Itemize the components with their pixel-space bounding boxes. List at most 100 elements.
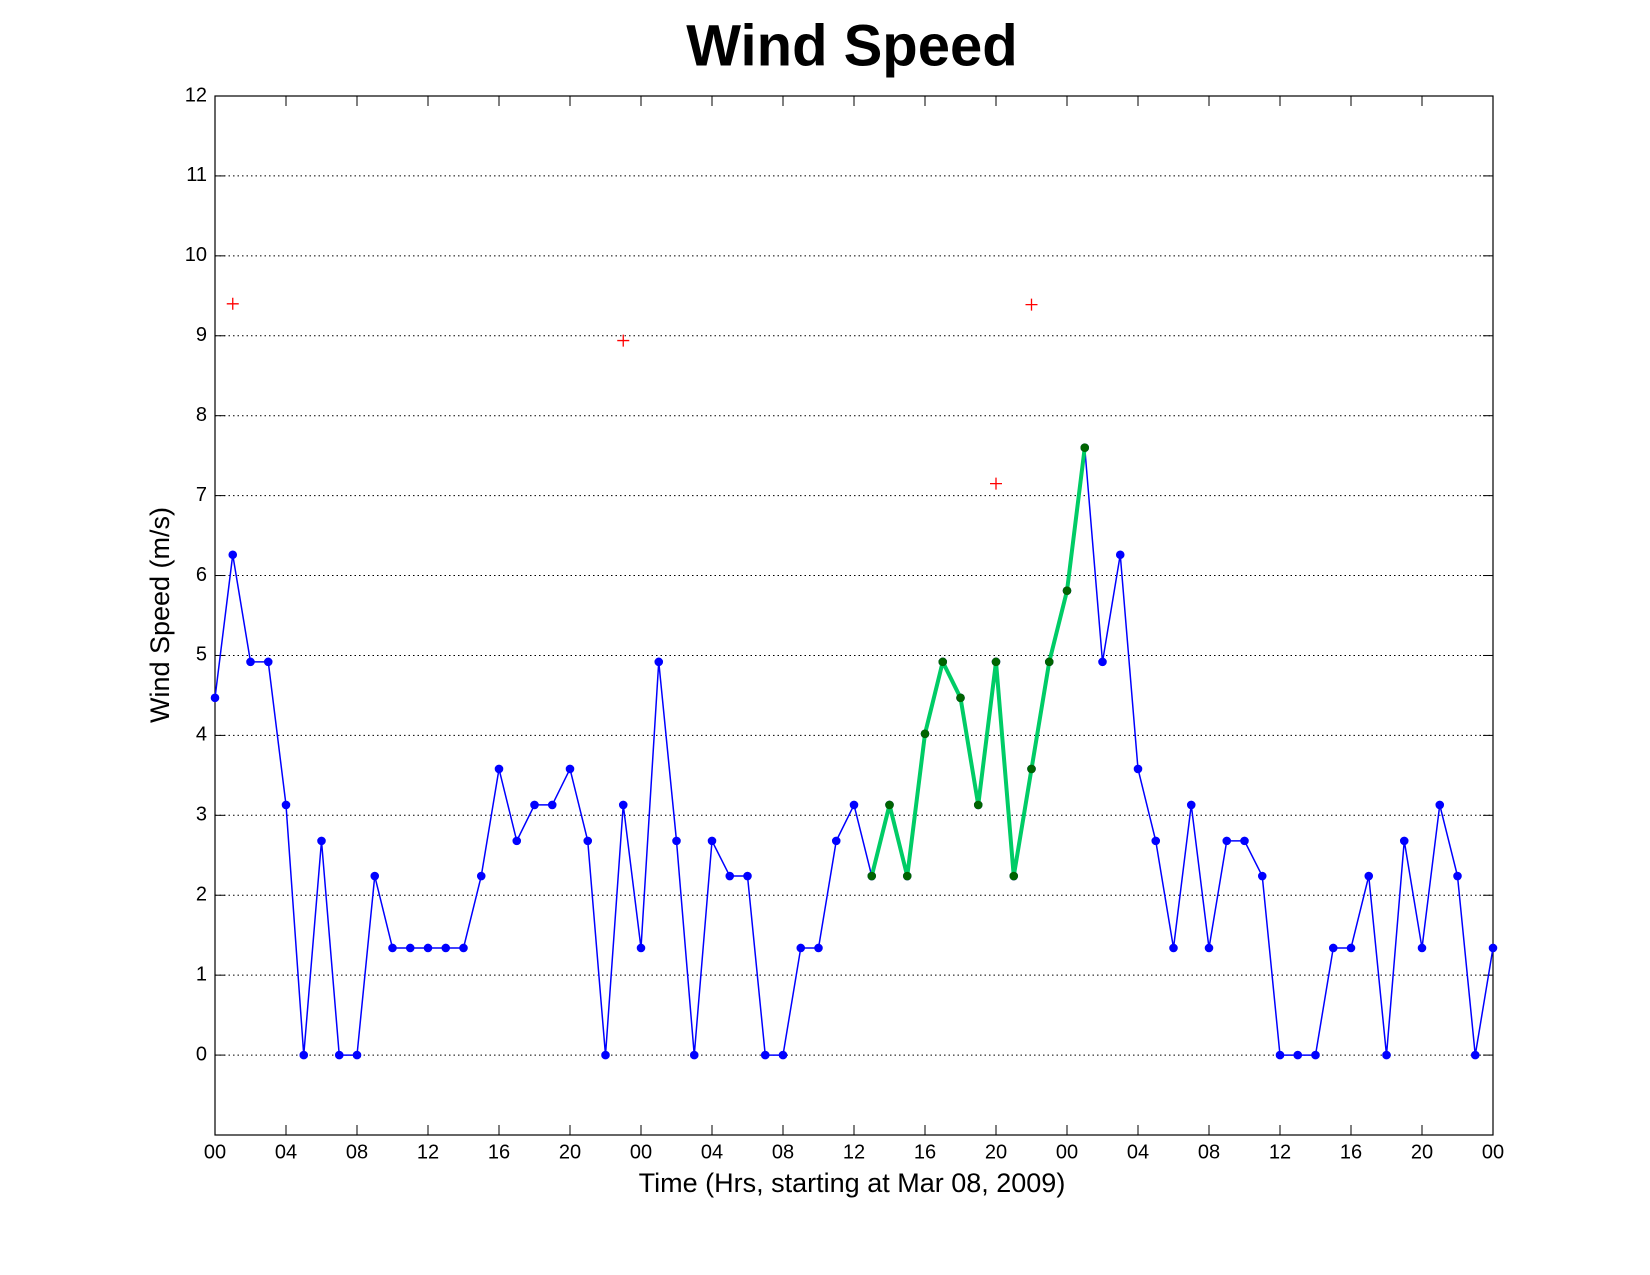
y-tick-label: 0 — [196, 1043, 207, 1065]
x-axis-label: Time (Hrs, starting at Mar 08, 2009) — [639, 1168, 1066, 1198]
point-marker — [743, 871, 752, 881]
point-marker — [405, 943, 415, 953]
point-marker — [1470, 1050, 1480, 1060]
point-marker — [1399, 836, 1409, 846]
y-tick-label: 6 — [196, 564, 207, 586]
point-marker — [956, 693, 965, 703]
point-marker — [1133, 764, 1143, 774]
x-tick-label: 08 — [346, 1141, 368, 1163]
point-marker — [1204, 943, 1214, 953]
point-marker — [1435, 800, 1445, 810]
x-tick-label: 00 — [1482, 1141, 1504, 1163]
x-tick-label: 16 — [1340, 1141, 1362, 1163]
point-marker — [476, 871, 486, 881]
point-marker — [547, 800, 557, 810]
point-marker — [707, 836, 717, 846]
point-marker — [530, 800, 539, 810]
point-marker — [1488, 943, 1498, 953]
y-tick-label: 10 — [185, 244, 207, 266]
point-marker — [1027, 764, 1036, 774]
point-marker — [1080, 443, 1090, 452]
point-marker — [760, 1050, 770, 1060]
point-marker — [831, 836, 841, 846]
point-marker — [1098, 657, 1107, 667]
y-tick-label: 1 — [196, 963, 207, 985]
point-marker — [299, 1050, 309, 1060]
x-tick-label: 16 — [914, 1141, 936, 1163]
point-marker — [1222, 836, 1232, 846]
point-marker — [1453, 871, 1462, 881]
point-marker — [672, 836, 681, 846]
x-tick-label: 04 — [701, 1141, 723, 1163]
point-marker — [1293, 1050, 1303, 1060]
y-tick-label: 3 — [196, 804, 207, 826]
plus-marker — [990, 477, 1002, 490]
point-marker — [1364, 871, 1374, 881]
point-marker — [370, 871, 380, 881]
point-marker — [1275, 1050, 1285, 1060]
x-tick-label: 00 — [204, 1141, 226, 1163]
x-tick-label: 08 — [1198, 1141, 1220, 1163]
point-marker — [210, 693, 220, 703]
point-marker — [423, 943, 433, 953]
y-tick-label: 4 — [196, 724, 207, 746]
x-tick-label: 12 — [1269, 1141, 1291, 1163]
point-marker — [796, 943, 806, 953]
point-marker — [1257, 871, 1267, 881]
y-tick-label: 12 — [185, 84, 207, 106]
x-tick-label: 04 — [275, 1141, 297, 1163]
point-marker — [565, 764, 575, 774]
point-marker — [1382, 1050, 1391, 1060]
point-marker — [281, 800, 291, 810]
x-tick-label: 00 — [1056, 1141, 1078, 1163]
point-marker — [441, 943, 451, 953]
point-marker — [725, 871, 735, 881]
x-tick-label: 20 — [985, 1141, 1007, 1163]
x-tick-label: 12 — [417, 1141, 439, 1163]
point-marker — [814, 943, 823, 953]
point-marker — [334, 1050, 344, 1060]
y-axis-label: Wind Speed (m/s) — [145, 507, 175, 723]
point-marker — [1186, 800, 1196, 810]
point-marker — [1417, 943, 1427, 953]
point-marker — [1044, 657, 1054, 667]
point-marker — [849, 800, 859, 810]
y-tick-label: 11 — [186, 164, 207, 186]
x-tick-label: 16 — [488, 1141, 510, 1163]
x-tick-label: 12 — [843, 1141, 865, 1163]
point-marker — [1062, 586, 1072, 596]
point-marker — [246, 657, 255, 667]
point-marker — [778, 1050, 788, 1060]
chart-title: Wind Speed — [686, 13, 1017, 78]
point-marker — [689, 1050, 699, 1060]
point-marker — [885, 800, 894, 810]
y-tick-label: 5 — [196, 644, 207, 666]
point-marker — [636, 943, 646, 953]
point-marker — [1346, 943, 1356, 953]
point-marker — [1311, 1050, 1320, 1060]
point-marker — [317, 836, 326, 846]
point-marker — [263, 657, 273, 667]
point-marker — [494, 764, 504, 774]
point-marker — [618, 800, 628, 810]
point-marker — [228, 550, 238, 560]
point-marker — [601, 1050, 610, 1060]
point-marker — [938, 657, 948, 667]
point-marker — [973, 800, 983, 810]
plus-marker — [617, 334, 630, 347]
point-marker — [654, 657, 664, 667]
x-tick-label: 20 — [1411, 1141, 1433, 1163]
y-tick-label: 7 — [196, 484, 207, 506]
y-tick-label: 9 — [196, 324, 207, 346]
y-tick-label: 8 — [196, 404, 207, 426]
point-marker — [991, 657, 1001, 667]
plus-marker — [1025, 298, 1038, 311]
plot-frame — [214, 95, 1494, 1136]
point-marker — [459, 943, 468, 953]
point-marker — [1151, 836, 1161, 846]
x-tick-label: 20 — [559, 1141, 581, 1163]
point-marker — [920, 729, 930, 739]
